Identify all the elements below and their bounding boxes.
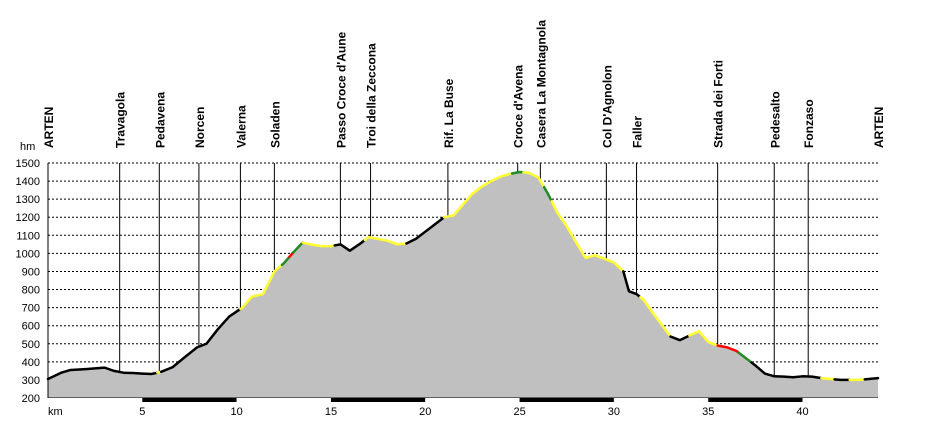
y-tick-label-1300: 1300 [16,194,40,206]
y-axis-ticks: 200 300 400 500 600 700 800 900 1000 1100 1200 1300… [16,158,40,405]
waypoint-label-16: ARTEN [872,107,886,148]
elevation-area [48,172,878,398]
x-tick-label-35: 35 [702,406,714,418]
waypoint-label-14: Pedesalto [768,91,782,148]
y-tick-label-1100: 1100 [16,230,40,242]
waypoint-label-2: Pedavena [153,92,167,148]
x-tick-label-30: 30 [608,406,620,418]
profile-segment-0 [46,366,159,381]
waypoint-labels: ARTEN Travagola Pedavena Norcen Valerna Solad… [42,20,886,148]
profile-segment-3 [239,285,269,311]
profile-segment-18 [639,295,672,338]
profile-segment-19 [669,334,691,342]
y-tick-label-1400: 1400 [16,176,40,188]
x-tick-label-20: 20 [419,406,431,418]
waypoint-label-10: Casera La Montagnola [534,20,548,148]
km-bar-segment-8 [802,398,878,402]
y-tick-label-900: 900 [22,266,40,278]
y-tick-label-1500: 1500 [16,158,40,170]
waypoint-label-13: Strada dei Forti [712,60,726,148]
waypoint-label-9: Croce d'Avena [512,65,526,148]
waypoint-label-0: ARTEN [42,107,56,148]
profile-segment-5 [280,255,291,267]
y-tick-label-700: 700 [22,303,40,315]
profile-segment-27 [863,376,880,381]
waypoint-label-5: Soladen [268,101,282,148]
x-axis-ticks: 5 10 15 20 25 30 35 40 [139,406,808,418]
waypoint-label-3: Norcen [193,107,207,148]
profile-segment-24 [820,376,836,381]
profile-segment-14 [522,171,546,189]
x-tick-label-40: 40 [796,406,808,418]
km-bar-segment-1 [142,398,237,402]
y-tick-label-600: 600 [22,321,40,333]
x-axis-unit-label: km [48,406,63,418]
profile-segment-15 [542,185,553,203]
y-tick-label-800: 800 [22,285,40,297]
profile-segment-17 [622,270,642,299]
waypoint-label-7: Troi della Zeccona [365,43,379,148]
km-bar-segment-6 [613,398,709,402]
y-tick-label-1000: 1000 [16,248,40,260]
waypoint-label-4: Valerna [234,105,248,148]
y-tick-label-400: 400 [22,357,40,369]
x-tick-label-5: 5 [139,406,145,418]
profile-segment-26 [848,378,867,382]
waypoint-label-12: Faller [631,116,645,148]
waypoint-lines [119,163,809,377]
profile-segment-4 [265,263,284,288]
profile-segment-10 [363,235,408,246]
elevation-fill [48,172,878,398]
waypoint-label-1: Travagola [114,92,128,148]
profile-segment-13 [510,170,525,175]
profile-segment-9 [333,238,367,252]
y-tick-label-500: 500 [22,339,40,351]
profile-segment-12 [442,172,514,219]
km-bar-segment-7 [708,398,803,402]
profile-segment-7 [291,241,304,254]
profile-segment-25 [833,378,851,382]
km-bar-segment-3 [330,398,426,402]
x-tick-label-25: 25 [513,406,525,418]
profile-segment-8 [301,241,336,248]
y-tick-label-300: 300 [22,375,40,387]
waypoint-label-8: Rif. La Buse [442,78,456,148]
surface-segments [46,170,880,382]
waypoint-label-15: Fonzaso [802,99,816,148]
x-tick-label-15: 15 [325,406,337,418]
x-tick-label-10: 10 [231,406,243,418]
profile-segment-22 [737,351,753,364]
waypoint-label-11: Col D'Agnolon [600,65,614,148]
y-tick-label-200: 200 [22,393,40,405]
profile-segment-11 [405,215,446,245]
profile-segment-20 [688,329,719,347]
km-bar-segment-5 [519,398,614,402]
profile-segment-23 [750,361,823,380]
km-scale-bar [48,398,878,402]
profile-segment-2 [159,307,242,374]
km-bar-segment-2 [236,398,331,402]
y-tick-label-1200: 1200 [16,212,40,224]
km-bar-segment-4 [425,398,520,402]
profile-segment-16 [550,200,625,273]
km-bar-segment-0 [48,398,143,402]
waypoint-label-6: Passo Croce d'Aune [334,31,348,148]
y-axis-unit-label: hm [20,141,35,153]
